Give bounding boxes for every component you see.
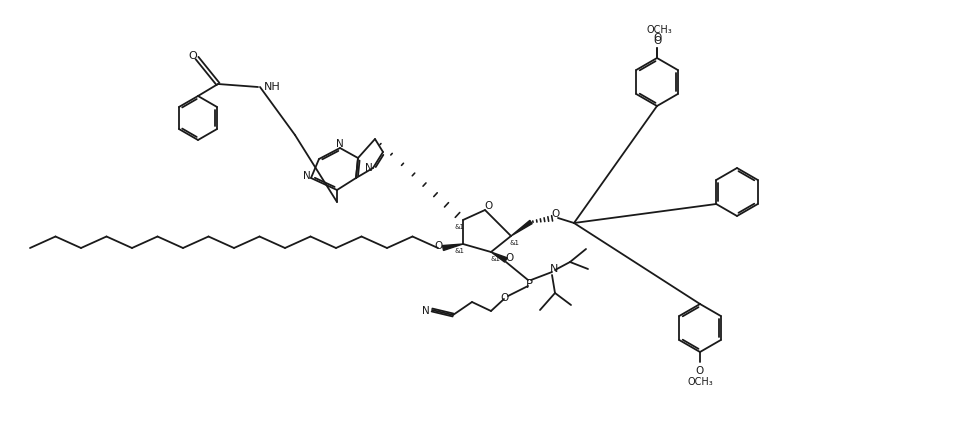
Text: N: N <box>550 264 558 274</box>
Text: O: O <box>189 51 198 61</box>
Text: OCH₃: OCH₃ <box>688 377 713 387</box>
Text: N: N <box>336 139 344 149</box>
Text: P: P <box>526 277 532 290</box>
Text: O: O <box>500 293 508 303</box>
Text: &1: &1 <box>454 224 464 230</box>
Text: O: O <box>653 33 661 43</box>
Text: &1: &1 <box>490 256 500 262</box>
Text: O: O <box>433 241 442 251</box>
Polygon shape <box>491 252 507 262</box>
Text: N: N <box>303 171 311 181</box>
Text: O: O <box>696 366 704 376</box>
Polygon shape <box>442 244 463 250</box>
Text: NH: NH <box>264 82 281 92</box>
Text: N: N <box>365 163 373 173</box>
Text: &1: &1 <box>510 240 520 246</box>
Text: O: O <box>551 209 560 219</box>
Polygon shape <box>511 220 532 236</box>
Text: &1: &1 <box>454 248 464 254</box>
Text: O: O <box>484 201 492 211</box>
Text: O: O <box>653 36 661 46</box>
Text: N: N <box>422 306 430 316</box>
Text: O: O <box>504 253 513 263</box>
Text: OCH₃: OCH₃ <box>646 25 672 35</box>
